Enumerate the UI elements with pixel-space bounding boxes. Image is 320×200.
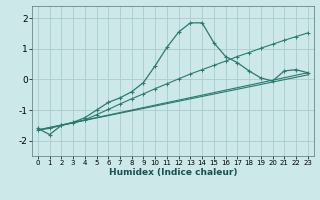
- X-axis label: Humidex (Indice chaleur): Humidex (Indice chaleur): [108, 168, 237, 177]
